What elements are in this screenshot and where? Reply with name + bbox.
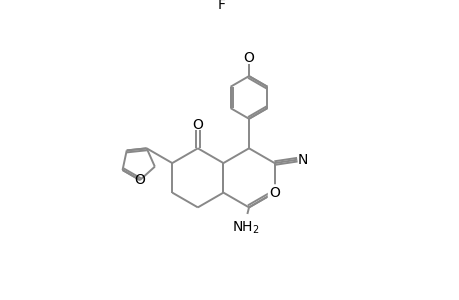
Text: O: O bbox=[134, 173, 145, 187]
Text: F: F bbox=[218, 0, 225, 12]
Text: O: O bbox=[269, 186, 280, 200]
Text: NH$_2$: NH$_2$ bbox=[231, 220, 259, 236]
Text: O: O bbox=[192, 118, 203, 132]
Text: N: N bbox=[297, 153, 308, 167]
Text: O: O bbox=[243, 51, 254, 65]
